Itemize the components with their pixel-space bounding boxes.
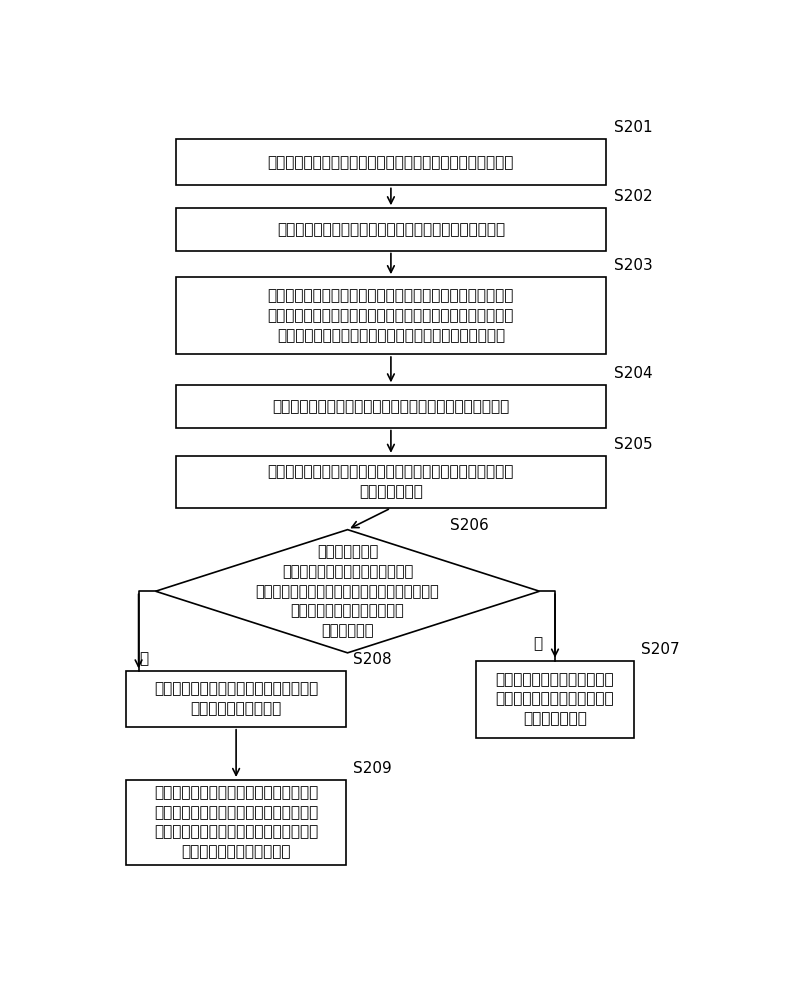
Text: S204: S204 [614,366,652,381]
Bar [126,671,346,727]
Text: S209: S209 [353,761,392,776]
Bar [176,385,606,428]
Bar [126,780,346,865]
Text: 接收用户向室内导航应用输入的针对目标对象的监护启动指令: 接收用户向室内导航应用输入的针对目标对象的监护启动指令 [268,155,514,170]
Text: S203: S203 [614,258,652,273]
Text: 根据所述报警消
息中的所述目标对象的当前地理位
置判断所述用户终端的当前地理位置与所述目标
对象的当前地理位置是否属于
同一室内环境: 根据所述报警消 息中的所述目标对象的当前地理位 置判断所述用户终端的当前地理位置… [256,544,439,638]
Text: 规划从所述用户终端的当前地
理位置到所述目标对象的当前
地理位置的路径: 规划从所述用户终端的当前地 理位置到所述目标对象的当前 地理位置的路径 [495,672,614,726]
Text: 接收所述定位服务器响应所述定位指令而反馈的所述用户终端
的当前地理位置: 接收所述定位服务器响应所述定位指令而反馈的所述用户终端 的当前地理位置 [268,464,514,499]
Text: S205: S205 [614,437,652,452]
Text: 向所述定位服务器发送携带所述目标对象
的描述信息的协助请求: 向所述定位服务器发送携带所述目标对象 的描述信息的协助请求 [154,682,318,716]
Bar [176,277,606,354]
Text: 接收所述定位服务器响应所述协助请求而
反馈的用于指示所述协助终端同意协助查
找的协助查找响应，所述协助查找响应携
带所述协助终端的标识信息: 接收所述定位服务器响应所述协助请求而 反馈的用于指示所述协助终端同意协助查 找的… [154,785,318,859]
Polygon shape [156,530,539,653]
Text: S206: S206 [450,518,488,533]
Bar [176,208,606,251]
Text: S208: S208 [353,652,392,667]
Text: 当所述目标对象的当前地理位置超出针对所述目标对象设置的
至少一个预设活动范围中任意一个预设活动范围时，在用户终
端输出报警消息并向所述目标对象发送停止移动提示消: 当所述目标对象的当前地理位置超出针对所述目标对象设置的 至少一个预设活动范围中任… [268,288,514,343]
Bar [476,661,634,738]
Bar [176,139,606,185]
Text: 是: 是 [534,636,543,651]
Bar [176,456,606,508]
Text: S207: S207 [642,642,680,657]
Text: 向所述定位服务器发送携带所述用户终端的标识的定位指令: 向所述定位服务器发送携带所述用户终端的标识的定位指令 [272,399,510,414]
Text: S202: S202 [614,189,652,204]
Text: 否: 否 [139,652,148,666]
Text: S201: S201 [614,120,652,135]
Text: 周期性的从定位服务器获取所述目标对象的当前地理位置: 周期性的从定位服务器获取所述目标对象的当前地理位置 [276,222,505,237]
